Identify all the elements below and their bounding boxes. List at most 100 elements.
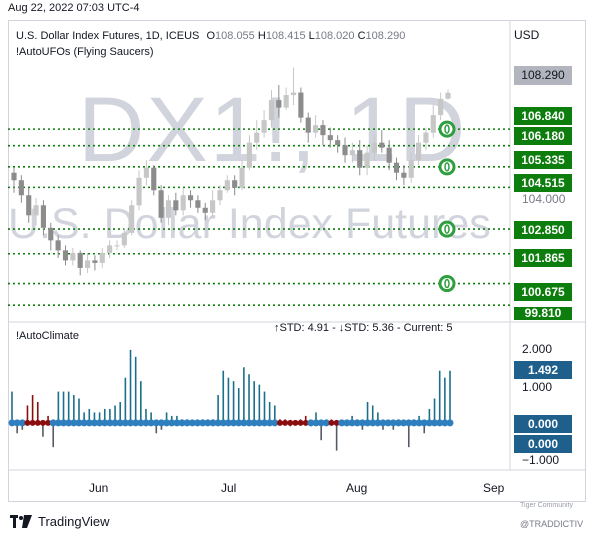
climate-dot: [292, 419, 299, 426]
candle-body: [305, 117, 311, 133]
ohlc-low: 108.020: [314, 30, 355, 42]
climate-dot: [446, 419, 454, 427]
ufo-marker: [438, 120, 456, 138]
candle-body: [320, 125, 326, 136]
candle-body: [298, 92, 304, 118]
climate-dot: [369, 419, 377, 427]
climate-dot: [70, 419, 78, 427]
climate-dot: [214, 419, 222, 427]
climate-dot: [230, 419, 238, 427]
climate-dot: [389, 419, 397, 427]
climate-dot: [188, 419, 196, 427]
climate-dot: [75, 419, 83, 427]
candle-body: [276, 100, 282, 108]
candle-body: [379, 142, 385, 148]
symbol-header[interactable]: U.S. Dollar Index Futures, 1D, ICEUS O10…: [16, 30, 405, 42]
climate-dot: [348, 419, 356, 427]
candle-body: [438, 98, 444, 116]
climate-dot: [322, 419, 330, 427]
climate-dot: [132, 419, 140, 427]
climate-dot: [400, 419, 408, 427]
candle-body: [357, 150, 363, 168]
climate-dot: [178, 419, 186, 427]
candle-body: [364, 152, 370, 168]
candle-body: [48, 227, 54, 241]
candle-body: [158, 190, 164, 218]
climate-dot: [271, 419, 279, 427]
climate-dot: [224, 419, 232, 427]
level-label-3: 105.335: [514, 151, 572, 169]
candle-body: [254, 132, 260, 143]
candle-body: [77, 252, 83, 268]
candle-body: [239, 167, 245, 188]
x-tick-jul: Jul: [221, 481, 237, 495]
candle-body: [416, 142, 422, 161]
credit-tiger: Tiger Community: [520, 502, 574, 509]
indicator-ufos-label[interactable]: !AutoUFOs (Flying Saucers): [16, 46, 154, 58]
climate-dot: [18, 419, 26, 427]
climate-dot: [90, 419, 98, 427]
climate-dot: [364, 419, 372, 427]
climate-dot: [255, 419, 263, 427]
candle-body: [423, 132, 429, 143]
lower-tick-2: 2.000: [522, 342, 553, 356]
climate-dot: [29, 419, 36, 426]
ohlc-high: 108.415: [265, 30, 306, 42]
climate-dot: [219, 419, 227, 427]
climate-dot: [338, 419, 346, 427]
climate-dot: [297, 419, 304, 426]
tradingview-logo[interactable]: TradingView: [10, 514, 110, 529]
candle-body: [99, 252, 105, 263]
climate-dot: [287, 419, 294, 426]
climate-dot: [80, 419, 88, 427]
candle-body: [430, 115, 436, 133]
level-label-1: 106.840: [514, 107, 572, 125]
climate-dot: [317, 419, 325, 427]
level-label-7: 100.675: [514, 283, 572, 301]
climate-dot: [8, 419, 16, 427]
climate-dot: [307, 419, 315, 427]
climate-dot: [441, 419, 449, 427]
climate-dot: [328, 419, 335, 426]
candle-body: [11, 172, 17, 181]
candle-body: [26, 195, 32, 216]
candle-body: [217, 190, 223, 201]
climate-dot: [415, 419, 423, 427]
candle-body: [261, 120, 267, 133]
x-tick-sep: Sep: [483, 481, 505, 495]
level-label-8: 99.810: [514, 307, 572, 320]
ufo-marker: [438, 275, 456, 293]
ohlc-close: 108.290: [365, 30, 406, 42]
climate-dot: [420, 419, 428, 427]
candle-body: [121, 232, 127, 246]
brand-name: TradingView: [38, 514, 110, 529]
climate-dot: [204, 419, 212, 427]
candle-body: [84, 260, 91, 268]
ufo-marker-core: [444, 278, 450, 289]
climate-dot: [333, 419, 340, 426]
climate-dot: [24, 419, 31, 426]
climate-dot: [173, 419, 181, 427]
ohlc-h-label: H: [257, 30, 266, 42]
level-label-6: 101.865: [514, 249, 572, 267]
candle-body: [290, 92, 297, 96]
climate-dot: [147, 419, 155, 427]
climate-dot: [282, 419, 289, 426]
climate-dot: [45, 419, 52, 426]
ufo-marker-core: [444, 224, 450, 234]
ufo-marker-core: [444, 124, 450, 134]
candle-body: [33, 205, 39, 216]
climate-dot: [431, 419, 439, 427]
candle-body: [62, 250, 69, 261]
candle-body: [371, 142, 378, 153]
candle-body: [313, 125, 319, 133]
candle-body: [129, 205, 135, 233]
current-price-label: 108.290: [514, 66, 572, 85]
candle-body: [445, 92, 451, 99]
indicator-climate-label[interactable]: !AutoClimate: [16, 330, 79, 342]
climate-dot: [101, 419, 109, 427]
candle-body: [114, 245, 120, 247]
candle-body: [224, 180, 230, 191]
climate-dot: [199, 419, 207, 427]
